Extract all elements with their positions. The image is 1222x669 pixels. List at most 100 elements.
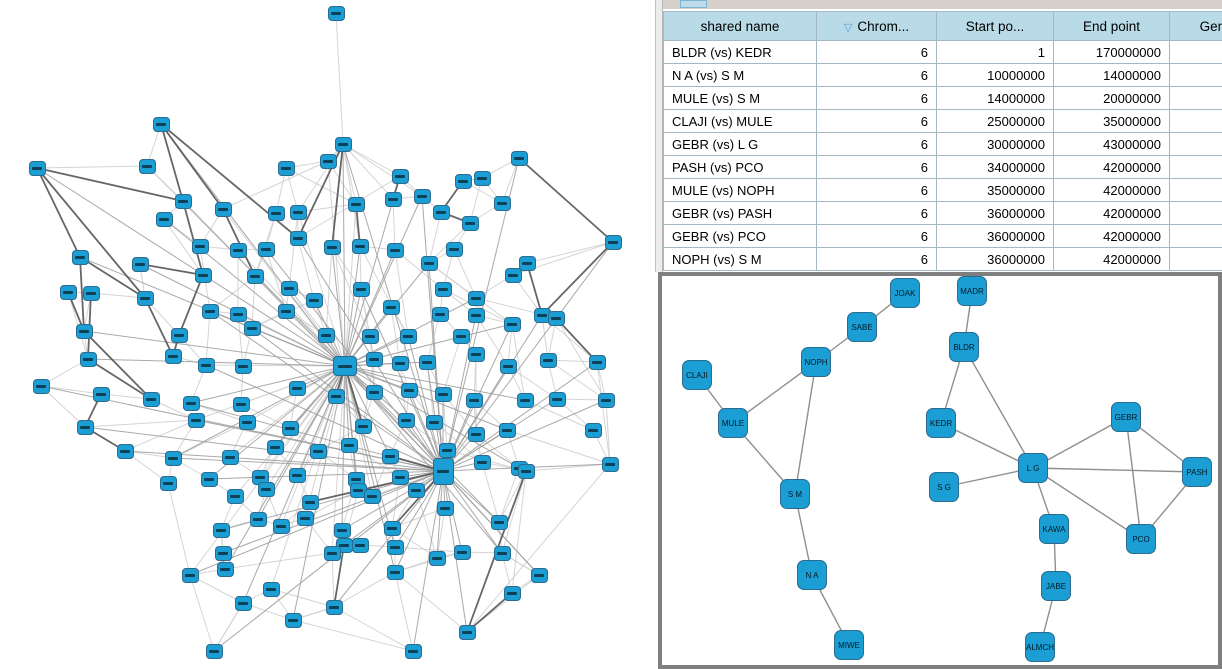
network-node[interactable]	[432, 204, 450, 220]
network-node[interactable]	[510, 150, 528, 166]
network-node-sabe[interactable]: SABE	[847, 312, 877, 342]
table-row[interactable]: GEBR (vs) PCO636000000420000008.4	[663, 224, 1222, 248]
network-node-joak[interactable]: JOAK	[890, 278, 920, 308]
network-node[interactable]	[601, 456, 619, 472]
network-node[interactable]	[257, 241, 275, 257]
network-node[interactable]	[397, 412, 415, 428]
network-node[interactable]	[425, 414, 443, 430]
network-node[interactable]	[327, 5, 345, 21]
network-node[interactable]	[445, 241, 463, 257]
network-edge[interactable]	[940, 422, 1034, 469]
network-node[interactable]	[82, 285, 100, 301]
network-node[interactable]	[317, 327, 335, 343]
network-node-mule[interactable]: MULE	[718, 408, 748, 438]
network-node[interactable]	[458, 624, 476, 640]
network-edge[interactable]	[1032, 416, 1127, 469]
network-node-miwe[interactable]: MIWE	[834, 630, 864, 660]
network-node[interactable]	[548, 391, 566, 407]
column-header-start-po[interactable]: Start po...	[936, 11, 1054, 41]
network-node[interactable]	[381, 448, 399, 464]
network-node[interactable]	[365, 351, 383, 367]
network-node[interactable]	[181, 567, 199, 583]
network-node[interactable]	[142, 391, 160, 407]
network-node[interactable]	[418, 354, 436, 370]
network-node[interactable]	[272, 518, 290, 534]
network-node[interactable]	[164, 348, 182, 364]
network-node[interactable]	[187, 412, 205, 428]
network-node[interactable]	[234, 595, 252, 611]
network-node[interactable]	[159, 475, 177, 491]
column-header-genetic[interactable]: Genetic...	[1169, 11, 1222, 41]
network-node[interactable]	[59, 284, 77, 300]
network-node[interactable]	[461, 215, 479, 231]
network-node[interactable]	[212, 522, 230, 538]
network-node[interactable]	[131, 256, 149, 272]
network-node[interactable]	[289, 204, 307, 220]
network-node[interactable]	[604, 234, 622, 250]
network-node[interactable]	[32, 378, 50, 394]
network-node[interactable]	[238, 414, 256, 430]
network-node[interactable]	[386, 242, 404, 258]
network-node[interactable]	[420, 255, 438, 271]
network-node[interactable]	[205, 643, 223, 659]
column-header-end-point[interactable]: End point	[1053, 11, 1170, 41]
network-node[interactable]	[116, 443, 134, 459]
network-node[interactable]	[467, 426, 485, 442]
network-node[interactable]	[431, 306, 449, 322]
network-node-kedr[interactable]: KEDR	[926, 408, 956, 438]
network-node[interactable]	[201, 303, 219, 319]
network-node-almch[interactable]: ALMCH	[1025, 632, 1055, 662]
network-node[interactable]	[432, 457, 454, 485]
network-edge[interactable]	[1032, 467, 1198, 473]
network-node[interactable]	[323, 239, 341, 255]
network-node[interactable]	[333, 356, 357, 376]
table-row[interactable]: N A (vs) S M610000000140000006.6	[663, 63, 1222, 87]
network-node[interactable]	[407, 482, 425, 498]
network-node-pco[interactable]: PCO	[1126, 524, 1156, 554]
column-header-shared-name[interactable]: shared name	[663, 11, 817, 41]
network-node[interactable]	[467, 290, 485, 306]
network-node-madr[interactable]: MADR	[957, 276, 987, 306]
network-node[interactable]	[138, 158, 156, 174]
network-node[interactable]	[438, 442, 456, 458]
network-node[interactable]	[267, 205, 285, 221]
network-node[interactable]	[363, 488, 381, 504]
network-node[interactable]	[309, 443, 327, 459]
network-node[interactable]	[281, 420, 299, 436]
network-node[interactable]	[226, 488, 244, 504]
network-node[interactable]	[246, 268, 264, 284]
network-node[interactable]	[257, 481, 275, 497]
network-node[interactable]	[182, 395, 200, 411]
network-node[interactable]	[473, 454, 491, 470]
network-node[interactable]	[327, 388, 345, 404]
network-node-s-g[interactable]: S G	[929, 472, 959, 502]
network-node-claji[interactable]: CLAJI	[682, 360, 712, 390]
filter-funnel-icon[interactable]: ▽	[843, 21, 853, 34]
network-node[interactable]	[232, 396, 250, 412]
network-node[interactable]	[174, 193, 192, 209]
network-node[interactable]	[347, 196, 365, 212]
network-node-pash[interactable]: PASH	[1182, 457, 1212, 487]
network-node[interactable]	[152, 116, 170, 132]
table-row[interactable]: PASH (vs) PCO6340000004200000011.4	[663, 155, 1222, 179]
network-node[interactable]	[333, 522, 351, 538]
network-node[interactable]	[490, 514, 508, 530]
network-node[interactable]	[386, 539, 404, 555]
network-node[interactable]	[404, 643, 422, 659]
network-node[interactable]	[262, 581, 280, 597]
network-node[interactable]	[473, 170, 491, 186]
network-node[interactable]	[436, 500, 454, 516]
network-node[interactable]	[504, 267, 522, 283]
network-node[interactable]	[71, 249, 89, 265]
network-node[interactable]	[79, 351, 97, 367]
network-node[interactable]	[453, 544, 471, 560]
network-edge[interactable]	[963, 346, 1034, 469]
network-node[interactable]	[588, 354, 606, 370]
network-node-s-m[interactable]: S M	[780, 479, 810, 509]
network-node[interactable]	[351, 537, 369, 553]
network-node[interactable]	[434, 386, 452, 402]
network-node[interactable]	[391, 355, 409, 371]
network-node[interactable]	[382, 299, 400, 315]
network-node[interactable]	[530, 567, 548, 583]
network-node[interactable]	[216, 561, 234, 577]
